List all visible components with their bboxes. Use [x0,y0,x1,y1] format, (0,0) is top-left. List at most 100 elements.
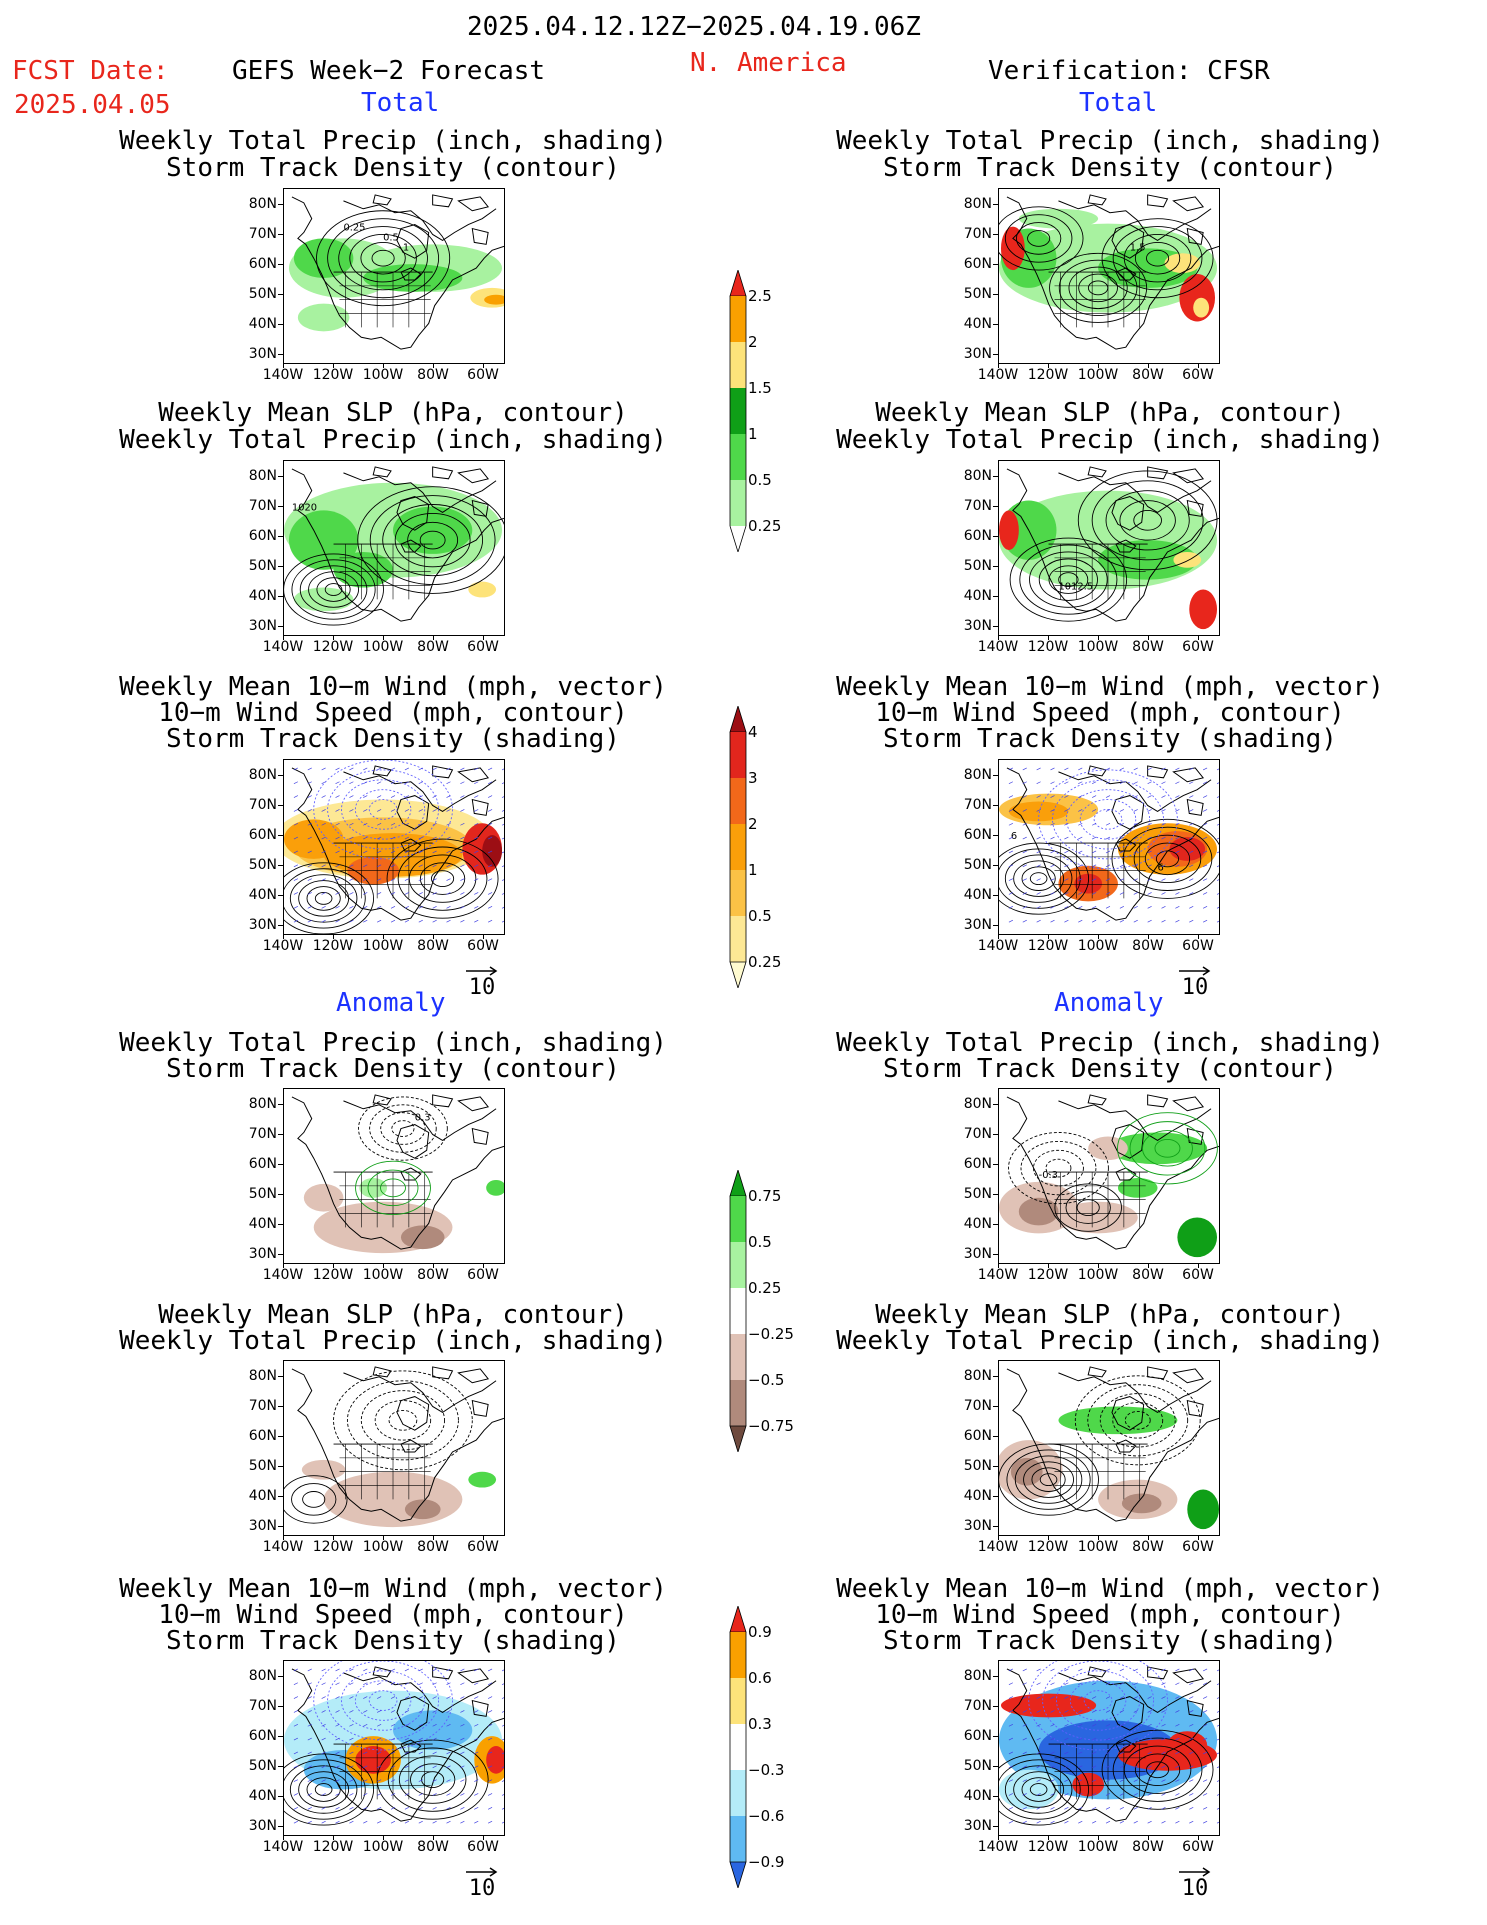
lon-tick-label: 120W [312,1539,354,1555]
lon-tick-label: 60W [467,1267,499,1283]
lon-tick-label: 140W [977,938,1019,954]
lat-tick-label: 50N [248,857,277,873]
lon-tick-mark [433,636,434,640]
lon-tick-label: 140W [262,367,304,383]
colorbar-segment [729,270,747,297]
lon-tick-mark [283,636,284,640]
lat-tick-mark [278,1406,283,1407]
colorbar-segment [730,916,746,962]
lat-tick-mark [993,596,998,597]
lat-tick-label: 80N [963,468,992,484]
colorbar-segment [730,1770,746,1816]
lat-tick-mark [993,1164,998,1165]
colorbar-total-track-density: 4 3 2 1 0.5 0.25 [720,706,800,988]
panel-title: Weekly Mean SLP (hPa, contour) [875,398,1345,428]
colorbar-segment [730,480,746,526]
lat-tick-mark [993,536,998,537]
lon-tick-label: 80W [417,1539,449,1555]
lat-tick-label: 70N [963,1126,992,1142]
lat-tick-label: 80N [963,767,992,783]
lon-tick-label: 120W [1027,1839,1069,1855]
lon-tick-mark [433,1536,434,1540]
lat-tick-mark [278,805,283,806]
lat-tick-label: 30N [963,346,992,362]
lat-tick-label: 80N [963,1096,992,1112]
lat-tick-mark [993,1406,998,1407]
map-panel-fcst-anom-wind [283,1660,505,1836]
lat-tick-label: 60N [248,1728,277,1744]
colorbar-label: 0.25 [748,953,782,971]
lat-tick-mark [993,805,998,806]
colorbar-label: 0.9 [748,1623,772,1641]
lat-tick-mark [993,1134,998,1135]
lon-tick-mark [998,1836,999,1840]
lon-tick-label: 80W [1132,1539,1164,1555]
panel-title: Weekly Total Precip (inch, shading) [836,1326,1384,1356]
lon-tick-mark [433,1264,434,1268]
lat-tick-mark [993,775,998,776]
lon-tick-label: 140W [977,1267,1019,1283]
panel-title: 10−m Wind Speed (mph, contour) [158,698,628,728]
lat-tick-label: 50N [963,286,992,302]
colorbar-label: −0.75 [748,1417,794,1435]
lon-tick-mark [1098,1264,1099,1268]
lon-tick-label: 60W [467,367,499,383]
lon-tick-label: 100W [1077,367,1119,383]
colorbar-label: 2 [748,815,758,833]
date-range-title: 2025.04.12.12Z−2025.04.19.06Z [467,12,921,42]
lat-tick-label: 80N [248,1668,277,1684]
colorbar-label: 0.6 [748,1669,772,1687]
lon-tick-mark [1198,364,1199,368]
colorbar-segment [730,1334,746,1380]
lat-tick-label: 70N [963,498,992,514]
panel-title: Storm Track Density (shading) [166,724,620,754]
lon-tick-label: 60W [467,938,499,954]
lat-tick-label: 80N [963,1668,992,1684]
colorbar-label: −0.5 [748,1371,785,1389]
lon-tick-mark [383,1264,384,1268]
svg-text:6: 6 [1158,863,1164,874]
lat-tick-mark [993,324,998,325]
lat-tick-label: 50N [248,558,277,574]
lat-tick-label: 60N [248,1428,277,1444]
lat-tick-label: 60N [963,1428,992,1444]
lon-tick-label: 100W [1077,1839,1119,1855]
lat-tick-label: 70N [248,498,277,514]
lat-tick-mark [993,204,998,205]
lat-tick-mark [278,1466,283,1467]
lat-tick-label: 80N [248,767,277,783]
colorbar-segment [730,296,746,342]
map-panel-fcst-anom-precip: 0.3 [283,1088,505,1264]
lat-tick-mark [278,1796,283,1797]
lon-tick-label: 100W [1077,1267,1119,1283]
lat-tick-label: 60N [963,256,992,272]
lon-tick-label: 140W [977,367,1019,383]
lat-tick-label: 70N [248,1126,277,1142]
lat-tick-label: 40N [248,316,277,332]
lon-tick-mark [383,1536,384,1540]
lon-tick-label: 80W [1132,367,1164,383]
colorbar-label: 0.75 [748,1187,782,1205]
svg-text:6: 6 [1011,831,1017,842]
colorbar-segment [730,824,746,870]
lat-tick-mark [278,1134,283,1135]
lat-tick-label: 50N [963,1758,992,1774]
lat-tick-label: 70N [248,226,277,242]
lat-tick-label: 40N [963,1216,992,1232]
lon-tick-mark [383,364,384,368]
lat-tick-mark [278,1766,283,1767]
colorbar-label: 2.5 [748,287,772,305]
colorbar-label: 0.25 [748,517,782,535]
lon-tick-label: 100W [362,1539,404,1555]
panel-title: Storm Track Density (contour) [166,1054,620,1084]
svg-text:1020: 1020 [292,502,317,513]
lon-tick-label: 80W [417,1839,449,1855]
panel-title: Weekly Mean SLP (hPa, contour) [158,1300,628,1330]
lat-tick-label: 80N [963,1368,992,1384]
colorbar-segment [730,1724,746,1770]
lat-tick-mark [993,895,998,896]
lon-tick-mark [333,636,334,640]
colorbar-segment [730,1632,746,1678]
lat-tick-label: 40N [248,1488,277,1504]
lat-tick-mark [278,324,283,325]
